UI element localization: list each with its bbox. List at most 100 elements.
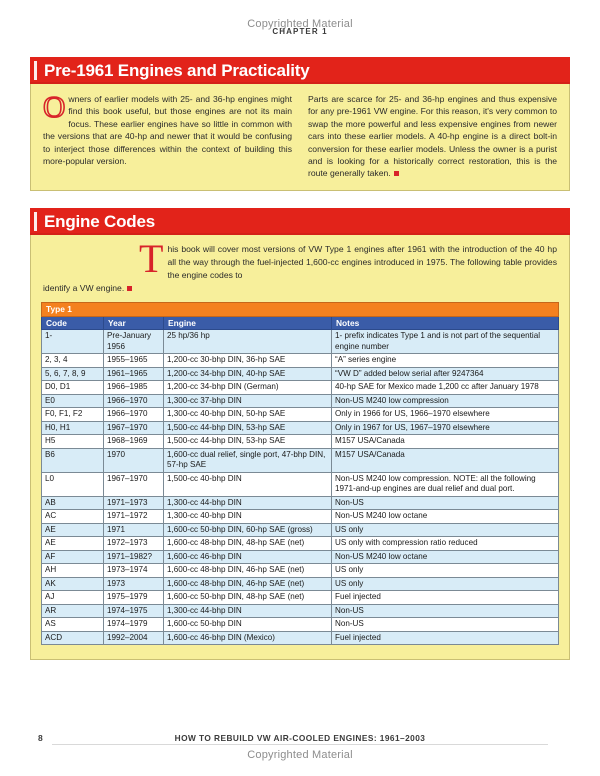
cell-year: 1967–1970 (103, 420, 164, 435)
column-header-year: Year (103, 315, 164, 330)
section-two-title: Engine Codes (44, 211, 155, 231)
cell-code: AS (41, 617, 104, 632)
cell-code: D0, D1 (41, 380, 104, 395)
cell-code: AB (41, 495, 104, 510)
table-header-row: Code Year Engine Notes (41, 315, 559, 330)
cell-engine: 1,500-cc 44-bhp DIN, 53-hp SAE (163, 420, 332, 435)
cell-notes: US only (331, 563, 559, 578)
column-header-code: Code (41, 315, 104, 330)
table-row: AB 1971–1973 1,300-cc 44-bhp DIN Non-US (41, 495, 559, 510)
cell-notes: Only in 1966 for US, 1966–1970 elsewhere (331, 407, 559, 422)
table-row: L0 1967–1970 1,500-cc 40-bhp DIN Non-US M24… (41, 471, 559, 497)
table-row: AE 1971 1,600-cc 50-bhp DIN, 60-hp SAE (gr… (41, 522, 559, 537)
cell-code: E0 (41, 393, 104, 408)
table-row: AC 1971–1972 1,300-cc 40-bhp DIN Non-US M24… (41, 509, 559, 524)
table-group-label: Type 1 (41, 302, 559, 317)
table-row: F0, F1, F2 1966–1970 1,300-cc 40-bhp DIN, … (41, 407, 559, 422)
cell-year: 1974–1979 (103, 617, 164, 632)
cell-engine: 25 hp/36 hp (163, 329, 332, 354)
cell-code: H5 (41, 434, 104, 449)
cell-notes: Non-US (331, 617, 559, 632)
cell-notes: Non-US (331, 495, 559, 510)
table-row: H5 1968–1969 1,500-cc 44-bhp DIN, 53-hp SA… (41, 434, 559, 449)
chapter-label: CHAPTER 1 (272, 27, 328, 36)
cell-notes: Non-US M240 low octane (331, 509, 559, 524)
cell-code: 1- (41, 329, 104, 354)
cell-notes: M157 USA/Canada (331, 447, 559, 473)
cell-engine: 1,600-cc 48-bhp DIN, 48-hp SAE (net) (163, 536, 332, 551)
cell-year: 1971–1973 (103, 495, 164, 510)
table-row: AH 1973–1974 1,600-cc 48-bhp DIN, 46-hp SA… (41, 563, 559, 578)
section-one-left-text: wners of earlier models with 25- and 36-… (43, 94, 292, 167)
cell-year: 1966–1985 (103, 380, 164, 395)
cell-code: L0 (41, 471, 104, 497)
cell-year: 1968–1969 (103, 434, 164, 449)
cell-engine: 1,600-cc 50-bhp DIN (163, 617, 332, 632)
table-row: AR 1974–1975 1,300-cc 44-bhp DIN Non-US (41, 603, 559, 618)
cell-notes: M157 USA/Canada (331, 434, 559, 449)
cell-engine: 1,600-cc dual relief, single port, 47-bh… (163, 447, 332, 473)
section-one-right-text: Parts are scarce for 25- and 36-hp engin… (308, 94, 557, 179)
cell-year: 1971–1972 (103, 509, 164, 524)
column-header-notes: Notes (331, 315, 559, 330)
cell-notes: Only in 1967 for US, 1967–1970 elsewhere (331, 420, 559, 435)
engine-codes-table-wrap: Type 1 Code Year Engine Notes 1- Pre-Janu… (31, 302, 569, 659)
cell-year: 1966–1970 (103, 393, 164, 408)
cell-code: AE (41, 522, 104, 537)
table-row: AS 1974–1979 1,600-cc 50-bhp DIN Non-US (41, 617, 559, 632)
section-one-title: Pre-1961 Engines and Practicality (44, 60, 310, 80)
table-row: B6 1970 1,600-cc dual relief, single port,… (41, 447, 559, 473)
cell-engine: 1,300-cc 44-bhp DIN (163, 603, 332, 618)
cell-notes: “A” series engine (331, 353, 559, 368)
cell-engine: 1,300-cc 40-bhp DIN, 50-hp SAE (163, 407, 332, 422)
table-row: 1- Pre-January 1956 25 hp/36 hp 1- prefix i… (41, 329, 559, 354)
table-group-row: Type 1 (41, 302, 559, 317)
cell-engine: 1,600-cc 50-bhp DIN, 60-hp SAE (gross) (163, 522, 332, 537)
section-two-header-bar: Engine Codes (30, 208, 570, 235)
cell-year: Pre-January 1956 (103, 329, 164, 354)
cell-notes: 40-hp SAE for Mexico made 1,200 cc after… (331, 380, 559, 395)
cell-engine: 1,600-cc 46-bhp DIN (Mexico) (163, 630, 332, 645)
cell-engine: 1,600-cc 46-bhp DIN (163, 549, 332, 564)
cell-notes: Fuel injected (331, 590, 559, 605)
cell-engine: 1,200-cc 34-bhp DIN (German) (163, 380, 332, 395)
table-row: H0, H1 1967–1970 1,500-cc 44-bhp DIN, 53-h… (41, 420, 559, 435)
cell-notes: US only with compression ratio reduced (331, 536, 559, 551)
copyright-watermark-top: Copyrighted Material (247, 18, 353, 30)
cell-notes: Fuel injected (331, 630, 559, 645)
table-row: E0 1966–1970 1,300-cc 37-bhp DIN Non-US M24… (41, 393, 559, 408)
end-mark-icon (393, 171, 399, 177)
cell-code: AC (41, 509, 104, 524)
cell-code: 2, 3, 4 (41, 353, 104, 368)
cell-engine: 1,600-cc 48-bhp DIN, 46-hp SAE (net) (163, 576, 332, 591)
cell-year: 1971 (103, 522, 164, 537)
engine-codes-table: Type 1 Code Year Engine Notes 1- Pre-Janu… (41, 302, 559, 645)
table-row: AK 1973 1,600-cc 48-bhp DIN, 46-hp SAE (ne… (41, 576, 559, 591)
engine-codes-intro-text: his book will cover most versions of VW … (167, 244, 557, 280)
cell-engine: 1,200-cc 30-bhp DIN, 36-hp SAE (163, 353, 332, 368)
table-row: ACD 1992–2004 1,600-cc 46-bhp DIN (Mexico)… (41, 630, 559, 645)
table-row: 2, 3, 4 1955–1965 1,200-cc 30-bhp DIN, 36-… (41, 353, 559, 368)
page-footer: 8 HOW TO REBUILD VW AIR-COOLED ENGINES: … (0, 733, 600, 773)
footer-book-title: HOW TO REBUILD VW AIR-COOLED ENGINES: 19… (174, 733, 426, 743)
cell-notes: Non-US M240 low octane (331, 549, 559, 564)
cell-notes: Non-US M240 low compression (331, 393, 559, 408)
cell-notes: US only (331, 522, 559, 537)
cell-notes: 1- prefix indicates Type 1 and is not pa… (331, 329, 559, 354)
cell-engine: 1,300-cc 40-bhp DIN (163, 509, 332, 524)
section-one-header-bar: Pre-1961 Engines and Practicality (30, 57, 570, 84)
cell-code: AF (41, 549, 104, 564)
column-header-engine: Engine (163, 315, 332, 330)
copyright-watermark-bottom: Copyrighted Material (247, 749, 353, 761)
cell-code: H0, H1 (41, 420, 104, 435)
table-row: 5, 6, 7, 8, 9 1961–1965 1,200-cc 34-bhp DI… (41, 366, 559, 381)
cell-notes: “VW D” added below serial after 9247364 (331, 366, 559, 381)
cell-engine: 1,300-cc 44-bhp DIN (163, 495, 332, 510)
cell-code: F0, F1, F2 (41, 407, 104, 422)
